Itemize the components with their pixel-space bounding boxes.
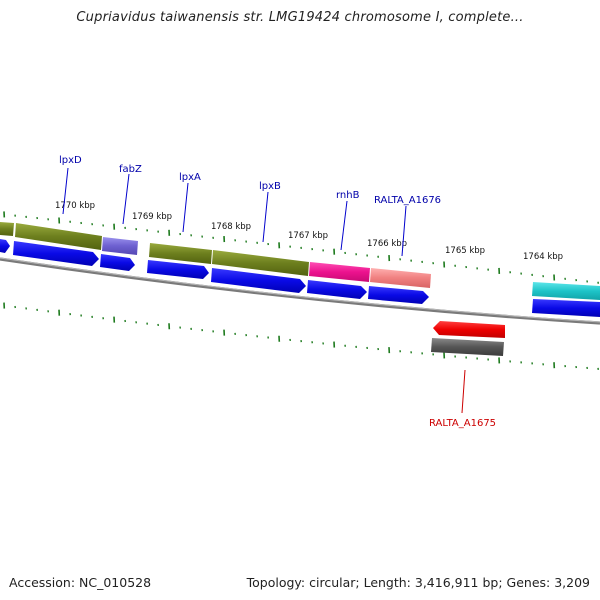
leader-line-fabz [122,173,130,225]
feature-block-lpxa[interactable] [149,243,212,264]
kbp-label: 1765 kbp [445,246,485,256]
feature-block-ralta-a1675[interactable] [431,338,504,356]
kbp-label: 1767 kbp [288,231,328,241]
leader-line-rnhb [340,200,348,251]
gene-label-lpxa[interactable]: lpxA [179,172,201,183]
map-title: Cupriavidus taiwanensis str. LMG19424 ch… [76,10,524,25]
inner-tick-track [3,302,599,370]
leader-line-lpxd [62,167,69,215]
accession-footer: Accession: NC_010528 [9,575,152,590]
cds-arrow-lpxd[interactable] [13,241,99,266]
kbp-label: 1770 kbp [55,201,95,211]
kbp-label: 1766 kbp [367,239,407,249]
cds-arrow-lpxa[interactable] [147,260,209,279]
leader-line-ralta-a1675 [461,369,466,414]
leader-line-lpxb [262,191,269,243]
kbp-label: 1764 kbp [523,252,563,262]
outer-tick-track [3,211,599,284]
feature-block-cyan[interactable] [532,282,600,300]
feature-block-olive-left[interactable] [0,222,14,236]
genome-backbone [0,257,600,325]
cds-arrow-ralta-a1676[interactable] [368,286,429,304]
kbp-label: 1769 kbp [132,212,172,222]
genome-backbone-highlight [0,257,600,323]
gene-label-lpxd[interactable]: lpxD [59,155,82,166]
cds-arrow-fabz[interactable] [100,254,135,271]
feature-block-lpxd[interactable] [15,223,102,250]
leader-line-ralta-a1676 [401,205,407,257]
leader-line-lpxa [182,182,189,233]
feature-block-rnhb[interactable] [309,262,370,282]
gene-label-ralta-a1676[interactable]: RALTA_A1676 [374,195,441,206]
cds-arrow-ralta-a1675[interactable] [433,321,505,338]
cds-arrow-lpxb[interactable] [211,268,306,293]
topology-footer: Topology: circular; Length: 3,416,911 bp… [246,575,590,590]
feature-block-fabz[interactable] [102,237,138,255]
feature-block-lpxb[interactable] [212,250,309,276]
gene-label-ralta-a1675[interactable]: RALTA_A1675 [429,418,496,429]
gene-label-fabz[interactable]: fabZ [119,164,142,175]
cds-arrow-right[interactable] [532,299,600,317]
feature-block-ralta-a1676[interactable] [370,268,431,288]
gene-label-rnhb[interactable]: rnhB [336,190,360,201]
gene-label-lpxb[interactable]: lpxB [259,181,281,192]
cds-arrow-left[interactable] [0,239,10,253]
cds-arrow-rnhb[interactable] [307,280,367,299]
kbp-label: 1768 kbp [211,222,251,232]
